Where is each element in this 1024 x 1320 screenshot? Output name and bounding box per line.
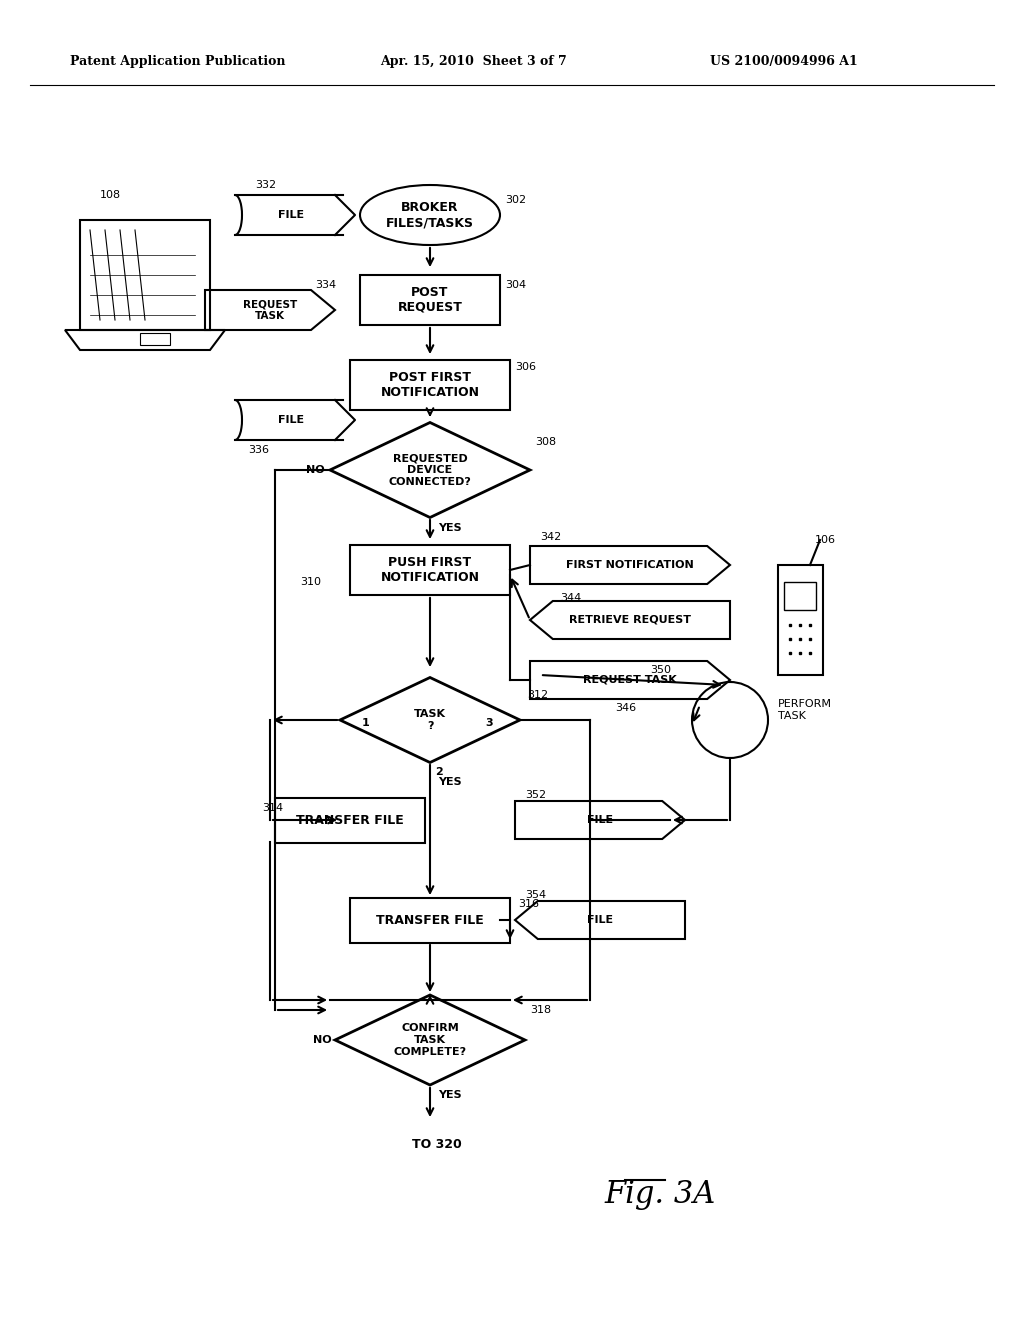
Text: 310: 310 bbox=[300, 577, 321, 587]
Text: 304: 304 bbox=[505, 280, 526, 290]
Bar bbox=[360, 275, 500, 325]
Text: 308: 308 bbox=[535, 437, 556, 447]
Text: NO: NO bbox=[306, 465, 325, 475]
Text: RETRIEVE REQUEST: RETRIEVE REQUEST bbox=[569, 615, 691, 624]
Text: BROKER
FILES/TASKS: BROKER FILES/TASKS bbox=[386, 201, 474, 228]
Text: 316: 316 bbox=[518, 899, 539, 909]
Text: 302: 302 bbox=[505, 195, 526, 205]
Text: 352: 352 bbox=[525, 789, 546, 800]
Text: YES: YES bbox=[438, 1090, 462, 1100]
Text: PUSH FIRST
NOTIFICATION: PUSH FIRST NOTIFICATION bbox=[381, 556, 479, 583]
Bar bbox=[777, 565, 822, 675]
Text: 346: 346 bbox=[615, 704, 636, 713]
Text: TO 320: TO 320 bbox=[412, 1138, 462, 1151]
Text: POST FIRST
NOTIFICATION: POST FIRST NOTIFICATION bbox=[381, 371, 479, 399]
Text: TASK
?: TASK ? bbox=[414, 709, 446, 731]
Text: 342: 342 bbox=[540, 532, 561, 543]
Text: YES: YES bbox=[438, 523, 462, 533]
Text: 354: 354 bbox=[525, 890, 546, 900]
Text: 334: 334 bbox=[315, 280, 336, 290]
Bar bbox=[275, 797, 425, 842]
Text: 106: 106 bbox=[815, 535, 836, 545]
Bar bbox=[350, 360, 510, 411]
Text: REQUESTED
DEVICE
CONNECTED?: REQUESTED DEVICE CONNECTED? bbox=[388, 453, 471, 487]
Bar bbox=[350, 898, 510, 942]
Text: Apr. 15, 2010  Sheet 3 of 7: Apr. 15, 2010 Sheet 3 of 7 bbox=[380, 55, 566, 69]
Bar bbox=[784, 582, 816, 610]
Text: Fig. 3A: Fig. 3A bbox=[604, 1180, 716, 1210]
Text: FILE: FILE bbox=[278, 414, 304, 425]
Text: POST
REQUEST: POST REQUEST bbox=[397, 286, 463, 314]
Text: NO: NO bbox=[312, 1035, 332, 1045]
Text: FILE: FILE bbox=[587, 915, 613, 925]
Text: 3: 3 bbox=[485, 718, 493, 729]
Text: 108: 108 bbox=[100, 190, 121, 201]
Text: TRANSFER FILE: TRANSFER FILE bbox=[376, 913, 484, 927]
Text: Patent Application Publication: Patent Application Publication bbox=[70, 55, 286, 69]
Text: TRANSFER FILE: TRANSFER FILE bbox=[296, 813, 403, 826]
Text: CONFIRM
TASK
COMPLETE?: CONFIRM TASK COMPLETE? bbox=[393, 1023, 467, 1056]
Text: 350: 350 bbox=[650, 665, 671, 675]
Text: 318: 318 bbox=[530, 1005, 551, 1015]
Text: FIRST NOTIFICATION: FIRST NOTIFICATION bbox=[566, 560, 694, 570]
Text: PERFORM
TASK: PERFORM TASK bbox=[778, 700, 831, 721]
Text: FILE: FILE bbox=[587, 814, 613, 825]
Text: REQUEST
TASK: REQUEST TASK bbox=[243, 300, 297, 321]
Bar bbox=[350, 545, 510, 595]
Text: US 2100/0094996 A1: US 2100/0094996 A1 bbox=[710, 55, 858, 69]
Text: FILE: FILE bbox=[278, 210, 304, 220]
Text: 312: 312 bbox=[527, 690, 548, 700]
Bar bbox=[140, 333, 170, 345]
Text: REQUEST TASK: REQUEST TASK bbox=[583, 675, 677, 685]
Text: 314: 314 bbox=[262, 803, 283, 813]
Text: 344: 344 bbox=[560, 593, 582, 603]
Text: 332: 332 bbox=[255, 180, 276, 190]
Text: 2: 2 bbox=[435, 767, 442, 777]
Text: 1: 1 bbox=[362, 718, 370, 729]
Text: 336: 336 bbox=[248, 445, 269, 455]
Text: 306: 306 bbox=[515, 362, 536, 372]
Text: YES: YES bbox=[438, 777, 462, 787]
